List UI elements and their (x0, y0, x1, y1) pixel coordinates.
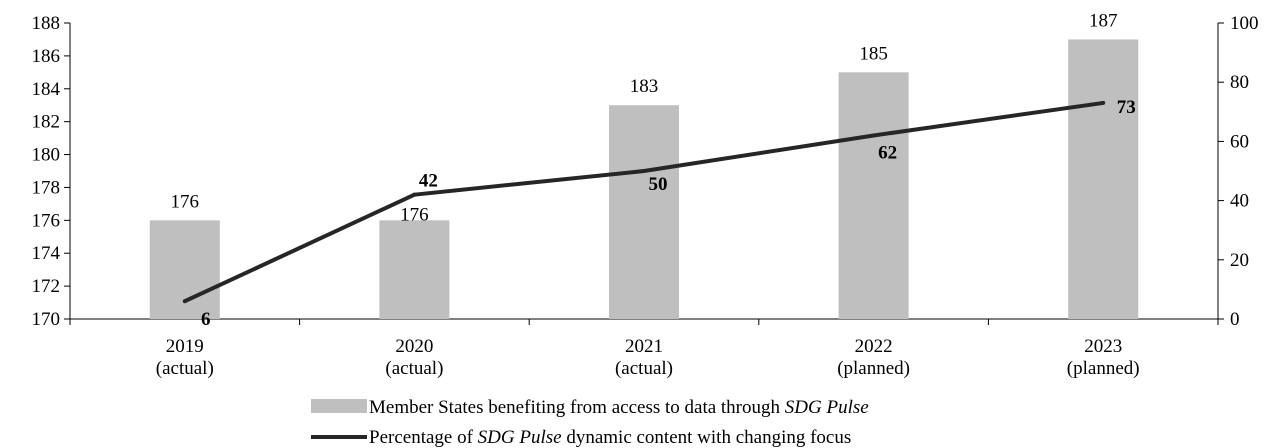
x-tick-label: (planned) (837, 358, 910, 379)
y-right-tick-label: 100 (1230, 13, 1259, 34)
y-left-tick-label: 174 (32, 243, 61, 264)
bar (838, 72, 909, 319)
legend-label-part: SDG Pulse (478, 427, 562, 448)
legend: Member States benefiting from access to … (311, 397, 869, 448)
bars (149, 39, 1139, 319)
y-right-tick-label: 80 (1230, 72, 1249, 93)
y-left-tick-label: 176 (32, 210, 61, 231)
line-point (182, 299, 187, 304)
y-left-tick-label: 180 (32, 145, 61, 166)
y-left-tick-label: 178 (32, 177, 61, 198)
line-data-label: 73 (1117, 97, 1136, 118)
legend-label-part: Percentage of (369, 427, 478, 448)
bar-data-label: 176 (171, 191, 200, 212)
line-data-label: 6 (201, 309, 211, 330)
legend-label-part: Member States benefiting from access to … (369, 397, 785, 418)
y-left-tick-label: 182 (32, 112, 61, 133)
y-right-tick-label: 20 (1230, 250, 1249, 271)
legend-swatch-bar (311, 399, 367, 413)
y-right-tick-label: 0 (1230, 309, 1240, 330)
x-tick-label: (planned) (1067, 358, 1140, 379)
legend-label-bar: Member States benefiting from access to … (369, 397, 869, 418)
line-point (871, 133, 876, 138)
bar-data-label: 185 (859, 43, 888, 64)
legend-label-part: SDG Pulse (785, 397, 869, 418)
legend-label-part: dynamic content with changing focus (562, 427, 852, 448)
line-data-label: 50 (649, 174, 668, 195)
axes: 170 172 174 176 178 180 182 184 186 188 0 20 40 60 80 1… (32, 13, 1259, 379)
x-tick-label: 2020 (395, 336, 433, 357)
bar-data-label: 176 (400, 204, 429, 225)
bar-data-label: 187 (1089, 10, 1118, 31)
line-data-label: 62 (878, 142, 897, 163)
x-tick-label: (actual) (385, 358, 443, 379)
x-tick-label: 2021 (625, 336, 663, 357)
y-right-tick-label: 60 (1230, 131, 1249, 152)
line-series (182, 100, 1106, 304)
y-right-tick-label: 40 (1230, 191, 1249, 212)
x-tick-label: 2023 (1084, 336, 1122, 357)
bar (1068, 39, 1139, 319)
line-point (642, 169, 646, 173)
x-tick-label: 2019 (166, 336, 204, 357)
bar (149, 220, 220, 319)
y-left-tick-label: 188 (32, 13, 61, 34)
x-tick-label: (actual) (615, 358, 673, 379)
data-labels: 176 176 183 185 187 6 42 50 62 73 (171, 10, 1136, 330)
bar-data-label: 183 (630, 76, 659, 97)
line-point (1101, 100, 1106, 105)
bar (379, 220, 450, 319)
line-point (412, 192, 417, 197)
y-left-tick-label: 172 (32, 276, 61, 297)
y-left-tick-label: 186 (32, 46, 61, 67)
x-tick-label: 2022 (855, 336, 893, 357)
y-left-tick-label: 184 (32, 79, 61, 100)
x-tick-label: (actual) (156, 358, 214, 379)
y-left-tick-label: 170 (32, 309, 61, 330)
line-data-label: 42 (419, 171, 438, 192)
legend-label-line: Percentage of SDG Pulse dynamic content … (369, 427, 851, 448)
bar (609, 105, 679, 319)
